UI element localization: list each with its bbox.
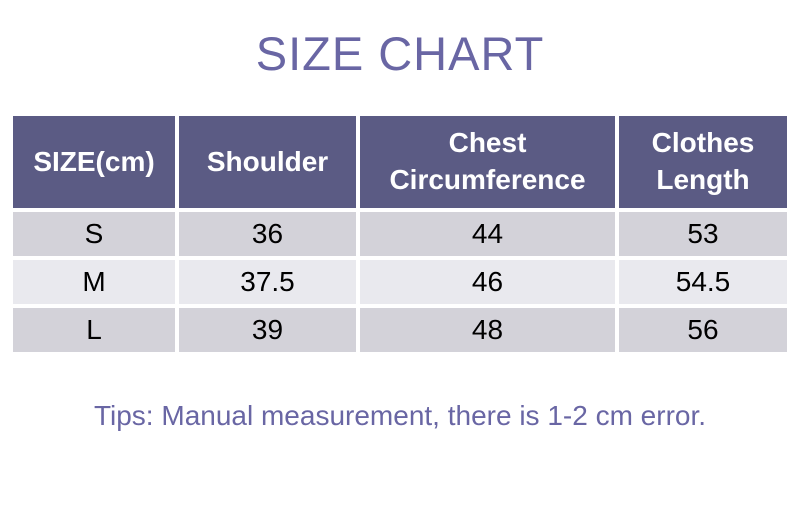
table-row-s: S 36 44 53 [13, 212, 787, 256]
cell-size: M [13, 260, 175, 304]
table-body: S 36 44 53 M 37.5 46 54.5 L 39 48 56 [13, 212, 787, 352]
cell-clothes-length: 53 [619, 212, 787, 256]
cell-size: S [13, 212, 175, 256]
cell-chest-circumference: 48 [360, 308, 615, 352]
cell-clothes-length: 56 [619, 308, 787, 352]
cell-clothes-length: 54.5 [619, 260, 787, 304]
cell-shoulder: 37.5 [179, 260, 356, 304]
cell-shoulder: 36 [179, 212, 356, 256]
tips-text: Tips: Manual measurement, there is 1-2 c… [93, 400, 707, 431]
cell-shoulder: 39 [179, 308, 356, 352]
header-cell-shoulder: Shoulder [179, 116, 356, 208]
cell-chest-circumference: 44 [360, 212, 615, 256]
table-row-m: M 37.5 46 54.5 [13, 260, 787, 304]
cell-size: L [13, 308, 175, 352]
cell-chest-circumference: 46 [360, 260, 615, 304]
header-row: SIZE(cm) Shoulder Chest Circumference Cl… [13, 116, 787, 208]
table-header: SIZE(cm) Shoulder Chest Circumference Cl… [13, 116, 787, 208]
size-chart-table: SIZE(cm) Shoulder Chest Circumference Cl… [9, 112, 791, 356]
table-row-l: L 39 48 56 [13, 308, 787, 352]
header-cell-size: SIZE(cm) [13, 116, 175, 208]
page-title: SIZE CHART [255, 27, 545, 80]
header-cell-clothes-length: Clothes Length [619, 116, 787, 208]
header-cell-chest-circumference: Chest Circumference [360, 116, 615, 208]
